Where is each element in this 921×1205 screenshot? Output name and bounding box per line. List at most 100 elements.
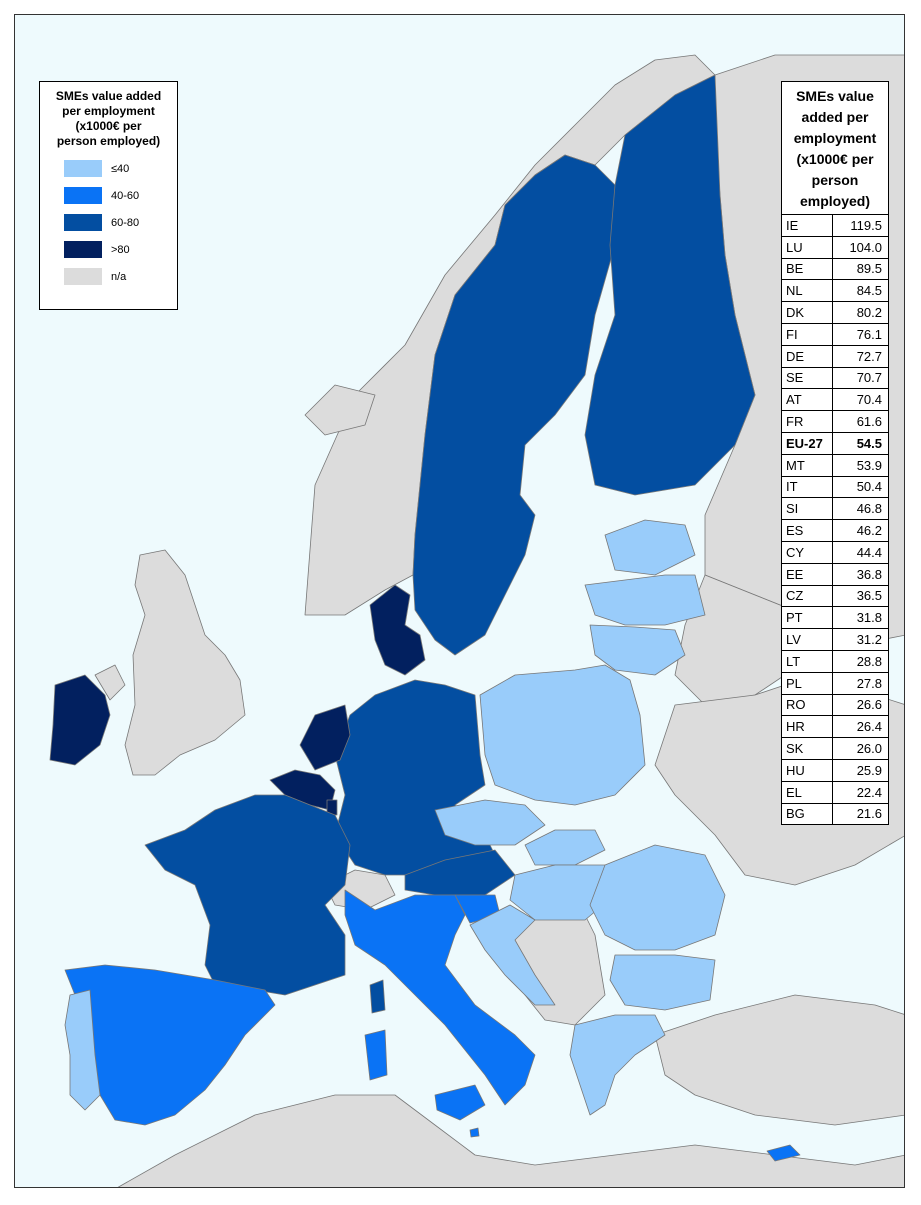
country-value: 46.2 xyxy=(832,519,888,542)
country-value: 46.8 xyxy=(832,497,888,521)
legend-swatch xyxy=(63,267,103,286)
table-row: HU 25.9 xyxy=(782,759,888,782)
country-hr xyxy=(469,904,556,1006)
table-row: MT 53.9 xyxy=(782,454,888,477)
country-fi xyxy=(584,74,756,496)
country-sk xyxy=(524,829,606,866)
country-pt xyxy=(64,989,101,1111)
country-code: LV xyxy=(782,628,833,651)
country-value: 54.5 xyxy=(832,432,888,455)
country-value: 104.0 xyxy=(832,236,888,259)
country-code: RO xyxy=(782,694,833,717)
country-lt xyxy=(589,624,686,676)
table-row: DE 72.7 xyxy=(782,345,888,368)
country-value: 53.9 xyxy=(832,454,888,477)
country-value: 21.6 xyxy=(856,806,882,822)
table-row: FR 61.6 xyxy=(782,410,888,433)
table-row: BE 89.5 xyxy=(782,258,888,281)
country-value: 84.5 xyxy=(832,279,888,303)
country-uk xyxy=(124,549,246,776)
country-nl xyxy=(299,704,351,771)
table-row: AT 70.4 xyxy=(782,388,888,412)
country-code: LU xyxy=(782,236,833,259)
table-row: SI 46.8 xyxy=(782,497,888,521)
legend-label: ≤40 xyxy=(111,162,130,175)
country-value: 119.5 xyxy=(832,215,888,237)
country-code: FI xyxy=(782,323,833,346)
country-ie xyxy=(49,674,111,766)
table-row: IE 119.5 xyxy=(782,215,888,237)
country-value: 50.4 xyxy=(832,476,888,499)
legend-title-line: (x1000€ per xyxy=(75,119,142,133)
table-row: PL 27.8 xyxy=(782,672,888,695)
legend-item: >80 xyxy=(40,236,177,263)
table-title: SMEs value added per employment (x1000€ … xyxy=(782,82,888,215)
country-code: DK xyxy=(782,301,833,324)
country-code: CY xyxy=(782,541,833,564)
table-row: EU-27 54.5 xyxy=(782,432,888,455)
table-title-line: added per xyxy=(801,109,869,125)
country-lv xyxy=(584,574,706,626)
table-row: LT 28.8 xyxy=(782,650,888,673)
country-code: IE xyxy=(782,215,833,237)
country-ee xyxy=(604,519,696,576)
country-value: 28.8 xyxy=(832,650,888,673)
legend-item: n/a xyxy=(40,263,177,290)
country-at xyxy=(404,849,516,896)
country-sar xyxy=(364,1029,388,1081)
table-row: PT 31.8 xyxy=(782,606,888,630)
table-row: CY 44.4 xyxy=(782,541,888,564)
country-code: NL xyxy=(782,279,833,303)
country-value: 36.5 xyxy=(832,585,888,608)
country-is xyxy=(304,384,376,436)
legend-label: 40-60 xyxy=(111,189,140,202)
country-code: MT xyxy=(782,454,833,477)
country-value: 26.4 xyxy=(832,715,888,739)
table-row: LU 104.0 xyxy=(782,236,888,259)
country-value: 70.7 xyxy=(832,367,888,390)
table-row: SK 26.0 xyxy=(782,737,888,760)
table-title-line: employed) xyxy=(799,193,870,209)
legend-label: n/a xyxy=(111,270,127,283)
legend-item: ≤40 xyxy=(40,155,177,182)
map-frame: SMEs value added per employment (x1000€ … xyxy=(14,14,905,1188)
country-value: 76.1 xyxy=(832,323,888,346)
legend-swatch xyxy=(63,159,103,178)
country-afr xyxy=(117,1094,904,1187)
country-ni xyxy=(94,664,126,701)
legend-label: 60-80 xyxy=(111,216,140,229)
country-value: 44.4 xyxy=(832,541,888,564)
country-value: 36.8 xyxy=(832,563,888,586)
country-code: PL xyxy=(782,672,833,695)
legend-swatch xyxy=(63,186,103,205)
country-value: 26.6 xyxy=(832,694,888,717)
country-value: 31.2 xyxy=(832,628,888,651)
country-code: ES xyxy=(782,519,833,542)
table-title-line: (x1000€ per xyxy=(796,151,874,167)
country-code: LT xyxy=(782,650,833,673)
table-row: IT 50.4 xyxy=(782,476,888,499)
country-code: EL xyxy=(782,781,833,804)
country-code: EE xyxy=(782,563,833,586)
legend-label: >80 xyxy=(111,243,130,256)
country-cz xyxy=(434,799,546,846)
country-bg xyxy=(609,954,716,1011)
map-legend: SMEs value added per employment (x1000€ … xyxy=(39,81,178,310)
country-code: DE xyxy=(782,345,833,368)
country-sic xyxy=(434,1084,486,1121)
legend-title-line: person employed) xyxy=(56,134,161,148)
legend-swatch xyxy=(63,240,103,259)
country-value: 27.8 xyxy=(832,672,888,695)
country-value: 31.8 xyxy=(832,606,888,630)
country-el xyxy=(569,1014,666,1116)
country-lu xyxy=(326,799,338,816)
table-row: FI 76.1 xyxy=(782,323,888,346)
legend-item: 40-60 xyxy=(40,182,177,209)
country-ro xyxy=(589,844,726,951)
country-code: EU-27 xyxy=(782,432,833,455)
country-value: 22.4 xyxy=(832,781,888,804)
country-cy xyxy=(766,1144,801,1162)
country-cor xyxy=(369,979,386,1014)
country-mt xyxy=(469,1127,480,1138)
values-table: SMEs value added per employment (x1000€ … xyxy=(781,81,889,826)
